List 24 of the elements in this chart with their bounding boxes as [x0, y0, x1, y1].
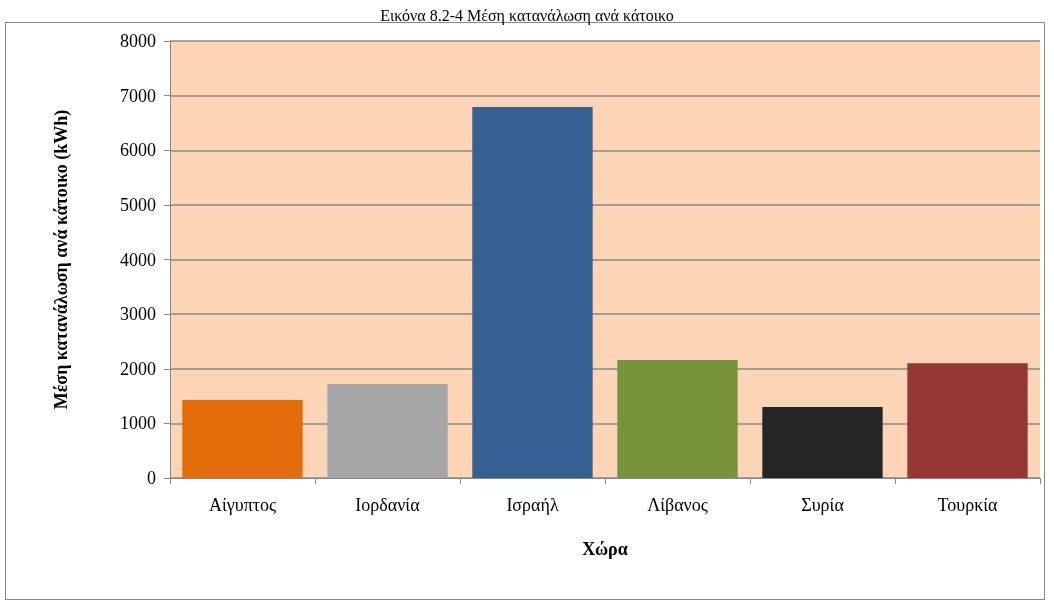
- y-tick-label: 0: [147, 468, 156, 488]
- x-tick-label: Τουρκία: [937, 495, 999, 515]
- x-tick-label: Συρία: [801, 495, 845, 515]
- y-tick-label: 1000: [120, 413, 156, 434]
- x-tick-label: Λίβανος: [647, 495, 708, 515]
- y-tick-label: 5000: [120, 194, 156, 215]
- x-axis-title: Χώρα: [582, 539, 628, 559]
- y-tick-label: 3000: [120, 304, 156, 325]
- y-tick-label: 7000: [120, 85, 156, 106]
- bar: [182, 399, 303, 478]
- y-tick-label: 6000: [120, 140, 156, 161]
- y-axis-title: Μέση κατανάλωση ανά κάτοικο (kWh): [51, 109, 72, 410]
- x-tick-label: Ισραήλ: [506, 495, 559, 515]
- y-tick-label: 2000: [120, 358, 156, 379]
- bar: [327, 384, 448, 478]
- bar: [907, 363, 1028, 478]
- bar: [617, 360, 738, 478]
- bar: [762, 406, 883, 478]
- x-tick-label: Ιορδανία: [355, 495, 421, 515]
- y-tick-label: 8000: [120, 31, 156, 51]
- y-tick-label: 4000: [120, 249, 156, 270]
- x-tick-label: Αίγυπτος: [208, 495, 277, 515]
- chart-title: Εικόνα 8.2-4 Μέση κατανάλωση ανά κάτοικο: [380, 6, 674, 25]
- bar: [472, 107, 593, 478]
